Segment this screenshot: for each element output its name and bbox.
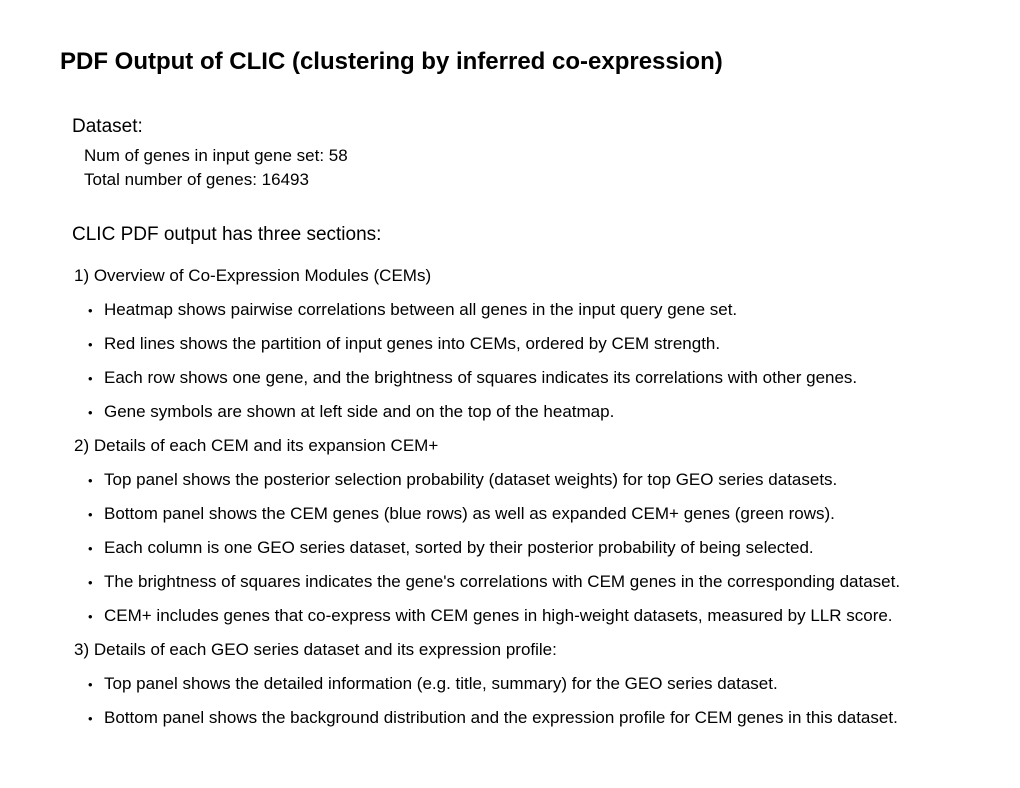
list-item: Each row shows one gene, and the brightn…	[88, 368, 960, 388]
dataset-gene-input-count: Num of genes in input gene set: 58	[84, 146, 960, 166]
sections-header: CLIC PDF output has three sections:	[72, 224, 960, 246]
list-item: CEM+ includes genes that co-express with…	[88, 606, 960, 626]
list-item: Heatmap shows pairwise correlations betw…	[88, 300, 960, 320]
list-item: Bottom panel shows the CEM genes (blue r…	[88, 504, 960, 524]
main-title: PDF Output of CLIC (clustering by inferr…	[60, 48, 960, 76]
section2-bullets: Top panel shows the posterior selection …	[88, 470, 960, 626]
list-item: Bottom panel shows the background distri…	[88, 708, 960, 728]
list-item: Top panel shows the posterior selection …	[88, 470, 960, 490]
section3-bullets: Top panel shows the detailed information…	[88, 674, 960, 728]
section1-bullets: Heatmap shows pairwise correlations betw…	[88, 300, 960, 422]
list-item: Red lines shows the partition of input g…	[88, 334, 960, 354]
list-item: Gene symbols are shown at left side and …	[88, 402, 960, 422]
dataset-header: Dataset:	[72, 116, 960, 138]
list-item: Top panel shows the detailed information…	[88, 674, 960, 694]
section3-title: 3) Details of each GEO series dataset an…	[74, 640, 960, 660]
list-item: Each column is one GEO series dataset, s…	[88, 538, 960, 558]
section2-title: 2) Details of each CEM and its expansion…	[74, 436, 960, 456]
dataset-gene-total-count: Total number of genes: 16493	[84, 170, 960, 190]
list-item: The brightness of squares indicates the …	[88, 572, 960, 592]
section1-title: 1) Overview of Co-Expression Modules (CE…	[74, 266, 960, 286]
